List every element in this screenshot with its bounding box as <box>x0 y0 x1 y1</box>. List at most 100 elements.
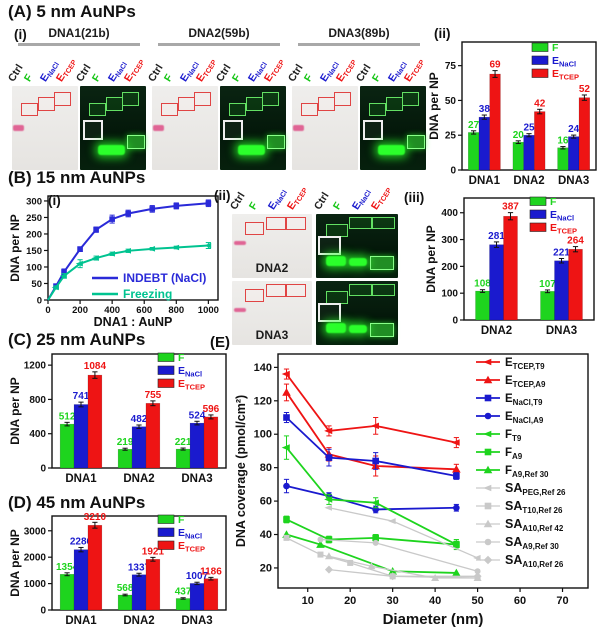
legend-item-label: ENaCl <box>552 55 576 69</box>
y-tick-label: 300 <box>26 196 42 207</box>
gel-pink-band <box>13 125 24 131</box>
y-tick-label: 140 <box>254 362 272 374</box>
category-label: DNA2 <box>481 325 512 337</box>
lane-label-etcep: ETCEP <box>121 59 147 84</box>
gel-green-box <box>89 102 106 116</box>
gel-white-box <box>222 119 244 140</box>
bar-value-label: 1921 <box>142 546 165 557</box>
legend-item-label: ETCEP <box>178 378 205 392</box>
panel-a-title: (A) 5 nm AuNPs <box>8 2 136 21</box>
bar-value-label: 221 <box>175 437 192 448</box>
legend-item-label: ENaCl,A9 <box>505 411 544 425</box>
gel-bright-band <box>238 144 265 155</box>
x-tick-label: 30 <box>387 595 399 607</box>
gel-red-box <box>301 102 318 116</box>
marker-square <box>61 269 67 275</box>
bar-DNA3-ETCEP <box>203 578 219 611</box>
bar-DNA1-ETCEP <box>87 374 103 469</box>
bar-value-label: 1337 <box>128 562 151 573</box>
bar-DNA3-ETCEP <box>203 416 219 469</box>
lane-label-f: F <box>21 72 36 84</box>
legend-swatch <box>529 222 547 232</box>
legend-item <box>476 394 500 402</box>
chart-e-svg: 20 40 60 80 100 120 140 DNA coverage (pmol/cm²)… <box>234 353 589 628</box>
legend-item <box>476 430 500 438</box>
y-tick-label: 1200 <box>24 361 47 372</box>
bar-value-label: 1186 <box>200 566 222 577</box>
bar-value-label: 482 <box>131 414 148 425</box>
legend-item-label: INDEBT (NaCl) <box>123 271 206 285</box>
y-tick-label: 2000 <box>24 553 47 564</box>
x-tick-label: 70 <box>556 595 568 607</box>
y-axis-label: DNA per NP <box>8 529 22 597</box>
gel-red-box <box>285 284 306 298</box>
marker-square <box>372 534 379 542</box>
legend-item <box>476 465 500 474</box>
marker-tri-up <box>452 465 461 473</box>
bar-DNA3-F <box>175 598 191 611</box>
legend-item <box>476 358 500 366</box>
gel-green-box <box>262 91 280 106</box>
bar-DNA3-F <box>175 448 191 469</box>
legend-item-label: ETCEP <box>550 222 577 236</box>
gel-green-box <box>229 102 246 116</box>
legend-item-label: ENaCl <box>178 527 202 541</box>
chart-b1-svg: 0 50 100 150 200 250 300 DNA per NP 0 200 400 600 80… <box>8 195 219 329</box>
y-tick-label: 1000 <box>24 579 47 590</box>
legend-item-label: ENaCl <box>550 209 574 223</box>
y-tick-label: 200 <box>26 229 42 240</box>
y-axis-label: DNA per NP <box>8 377 22 445</box>
gel-image-fluorescent-DNA1(21b) <box>80 86 146 170</box>
gel-pink-band <box>234 240 247 246</box>
gel-green-box <box>348 284 373 296</box>
marker-tri-up <box>483 465 493 474</box>
lane-label-etcep: ETCEP <box>53 59 79 84</box>
lane-label-ctrl: Ctrl <box>213 62 234 84</box>
marker-tri-left <box>281 444 290 451</box>
marker-diamond <box>473 572 482 581</box>
legend-item <box>476 448 500 456</box>
marker-circle <box>453 504 460 512</box>
y-tick-label: 0 <box>37 296 42 307</box>
bar-value-label: 1084 <box>84 361 107 372</box>
category-label: DNA1 <box>65 473 97 485</box>
gel-pink-band <box>293 125 304 131</box>
marker-tri-left <box>451 439 460 446</box>
x-tick-label: 600 <box>136 305 152 316</box>
marker-tri-left <box>107 250 115 257</box>
gel-group-underline <box>18 43 140 46</box>
marker-square <box>109 216 115 222</box>
marker-square <box>205 200 212 207</box>
legend-item-label: SAT10,Ref 26 <box>505 499 563 515</box>
gel-image-visible-DNA2: DNA2 <box>232 214 312 278</box>
bar-DNA3-F <box>540 291 555 321</box>
marker-square <box>283 516 290 523</box>
marker-tri-up <box>367 562 376 570</box>
y-tick-label: 60 <box>260 496 272 508</box>
gel-green-box <box>122 91 140 106</box>
gel-group-underline <box>158 43 280 46</box>
legend-item-label: SAA10,Ref 42 <box>505 517 564 533</box>
legend-item-label: ETCEP <box>178 540 205 554</box>
marker-square <box>347 559 354 566</box>
gel-green-box <box>369 102 386 116</box>
legend-item-label: ENaCl,T9 <box>505 393 543 407</box>
bar-DNA2-F <box>475 290 490 321</box>
bar-DNA2-ETCEP <box>145 559 161 611</box>
legend-item-label: F <box>552 42 559 54</box>
x-tick-label: 20 <box>344 595 356 607</box>
bar-value-label: 568 <box>117 583 134 594</box>
category-label: DNA3 <box>181 473 212 485</box>
x-axis-label: DNA1 : AuNP <box>94 315 173 329</box>
bar-DNA3-ETCEP <box>578 97 590 171</box>
marker-tri-left <box>204 242 212 249</box>
legend-item-label: FT9 <box>505 429 522 443</box>
panel-b-i-label: (i) <box>48 193 61 208</box>
bar-DNA2-ENaCl <box>489 244 504 321</box>
gel-red-box <box>37 96 55 111</box>
y-tick-label: 100 <box>254 429 272 441</box>
panel-b-ii-label: (ii) <box>214 188 231 203</box>
gel-green-box <box>402 91 420 106</box>
gel-row-caption: DNA2 <box>255 261 289 275</box>
scatter-chart-dna-coverage-vs-diameter: 20 40 60 80 100 120 140 DNA coverage (pmol/cm²)… <box>232 344 600 632</box>
